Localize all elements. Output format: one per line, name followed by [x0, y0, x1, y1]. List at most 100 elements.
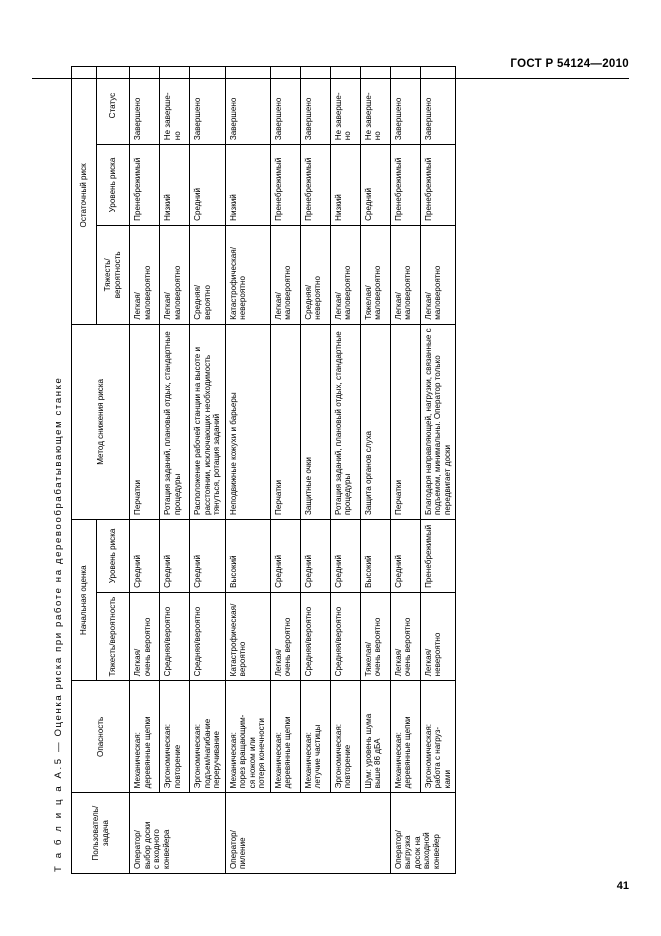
risk-assessment-table: Пользователь/ задача Опасность Начальная…: [71, 66, 456, 874]
cell-residual-severity: Катастрофическая/ невероятно: [224, 225, 270, 325]
cell-residual-level: Пренебрежимый: [389, 144, 420, 226]
cell-residual-severity: Тяжелая/ маловероятно: [359, 225, 390, 325]
cell-initial-severity: Легкая/ очень вероятно: [389, 592, 420, 681]
cell-residual-level: Низкий: [159, 144, 189, 226]
cell-initial-severity: Средняя/вероятно: [159, 592, 189, 681]
col-header-residual-level: Уровень риска: [96, 144, 129, 226]
cell-method: Перчатки: [129, 324, 159, 520]
cell-user-task: Оператор/ выбор доски с входного конвейе…: [129, 792, 225, 874]
col-header-method: Метод снижения риска: [71, 324, 129, 520]
table-row: Эргономическая: подъем/нагибание переруч…: [189, 66, 225, 874]
table-row: Эргономическая: работа с нагруз- ками Лег…: [419, 66, 456, 874]
header-divider: [32, 78, 629, 79]
group-header-row: Пользователь/ задача Опасность Начальная…: [71, 66, 129, 874]
cell-hazard: Механическая: деревянные щепки: [269, 680, 300, 793]
cell-method: Защитные очки: [299, 324, 330, 520]
cell-initial-level: Высокий: [359, 519, 390, 593]
col-header-hazard: Опасность: [71, 680, 129, 793]
cell-initial-severity: Средняя/вероятно: [189, 592, 225, 681]
col-header-initial-level: Уровень риска: [96, 519, 129, 593]
table-row: Оператор/ выгрузка досок на выходной кон…: [389, 66, 456, 874]
cell-hazard: Механическая: летучие частицы: [299, 680, 330, 793]
cell-user-task: Оператор/ пиление: [224, 792, 390, 874]
cell-status: Завершено: [129, 66, 159, 145]
cell-initial-severity: Катастрофическая/ вероятно: [224, 592, 270, 681]
cell-hazard: Эргономическая: повторение: [159, 680, 189, 793]
cell-status: Завершено: [389, 66, 420, 145]
rotated-table-region: Т а б л и ц а А.5 — Оценка риска при раб…: [53, 62, 609, 874]
table-body: Оператор/ выбор доски с входного конвейе…: [129, 66, 456, 874]
cell-hazard: Механическая: порез вращающим- ся ножом …: [224, 680, 270, 793]
cell-residual-level: Низкий: [329, 144, 360, 226]
cell-residual-level: Низкий: [224, 144, 270, 226]
cell-residual-severity: Легкая/ маловероятно: [129, 225, 159, 325]
cell-initial-level: Средний: [329, 519, 360, 593]
cell-residual-severity: Средняя/ вероятно: [189, 225, 225, 325]
cell-residual-severity: Легкая/ маловероятно: [389, 225, 420, 325]
table-row: Механическая: летучие частицы Средняя/вер…: [299, 66, 330, 874]
col-header-initial-severity: Тяжесть/вероятность: [96, 592, 129, 681]
table-caption-text: Оценка риска при работе на деревообрабат…: [52, 376, 64, 737]
col-header-user-task: Пользователь/ задача: [71, 792, 129, 874]
cell-user-task: Оператор/ выгрузка досок на выходной кон…: [389, 792, 456, 874]
cell-initial-severity: Легкая/ очень вероятно: [129, 592, 159, 681]
cell-method: Ротация заданий, плановый отдых, стандар…: [159, 324, 189, 520]
cell-initial-level: Высокий: [224, 519, 270, 593]
cell-status: Завершено: [419, 66, 456, 145]
table-head: Пользователь/ задача Опасность Начальная…: [71, 66, 129, 874]
table-row: Эргономическая: повторение Средняя/вероят…: [329, 66, 360, 874]
cell-initial-severity: Средняя/вероятно: [299, 592, 330, 681]
cell-residual-severity: Средняя/ невероятно: [299, 225, 330, 325]
cell-method: Перчатки: [389, 324, 420, 520]
cell-method: Перчатки: [269, 324, 300, 520]
table-caption-dash: —: [52, 740, 64, 752]
cell-residual-level: Пренебрежимый: [129, 144, 159, 226]
cell-method: Расположение рабочей станции на высоте и…: [189, 324, 225, 520]
cell-initial-severity: Средняя/вероятно: [329, 592, 360, 681]
cell-initial-level: Средний: [269, 519, 300, 593]
cell-residual-level: Пренебрежимый: [269, 144, 300, 226]
cell-hazard: Механическая: деревянные щепки: [389, 680, 420, 793]
cell-initial-level: Средний: [389, 519, 420, 593]
cell-residual-level: Пренебрежимый: [419, 144, 456, 226]
cell-initial-level: Средний: [189, 519, 225, 593]
cell-status: Не заверше- но: [159, 66, 189, 145]
table-row: Оператор/ выбор доски с входного конвейе…: [129, 66, 225, 874]
cell-residual-level: Средний: [189, 144, 225, 226]
table-caption-label: Т а б л и ц а А.5: [52, 756, 64, 872]
col-header-status: Статус: [96, 66, 129, 145]
cell-status: Завершено: [224, 66, 270, 145]
cell-initial-severity: Тяжелая/ очень вероятно: [359, 592, 390, 681]
table-row: Шум: уровень шума выше 86 дБА Тяжелая/ оч…: [359, 66, 390, 874]
cell-residual-level: Средний: [359, 144, 390, 226]
cell-method: Благодаря направляющей, нагрузки, связан…: [419, 324, 456, 520]
group-header-residual: Остаточный риск: [71, 66, 96, 325]
cell-hazard: Эргономическая: повторение: [329, 680, 360, 793]
cell-initial-level: Средний: [159, 519, 189, 593]
cell-status: Завершено: [189, 66, 225, 145]
cell-status: Не заверше- но: [329, 66, 360, 145]
table-row: Эргономическая: повторение Средняя/вероят…: [159, 66, 189, 874]
cell-residual-severity: Легкая/ маловероятно: [419, 225, 456, 325]
cell-method: Неподвижные кожухи и барьеры: [224, 324, 270, 520]
cell-status: Завершено: [299, 66, 330, 145]
cell-hazard: Эргономическая: работа с нагруз- ками: [419, 680, 456, 793]
group-header-initial: Начальная оценка: [71, 519, 96, 681]
col-header-residual-severity: Тяжесть/ вероятность: [96, 225, 129, 325]
cell-hazard: Механическая: деревянные щепки: [129, 680, 159, 793]
page-number: 41: [616, 880, 629, 892]
cell-residual-severity: Легкая/ маловероятно: [269, 225, 300, 325]
table-row: Оператор/ пиление Механическая: порез вра…: [224, 66, 390, 874]
cell-initial-level: Пренебрежимый: [419, 519, 456, 593]
cell-method: Защита органов слуха: [359, 324, 390, 520]
cell-residual-severity: Легкая/ маловероятно: [159, 225, 189, 325]
table-row: Механическая: деревянные щепки Легкая/ оч…: [269, 66, 300, 874]
cell-method: Ротация заданий, плановый отдых, стандар…: [329, 324, 360, 520]
cell-residual-level: Пренебрежимый: [299, 144, 330, 226]
cell-hazard: Шум: уровень шума выше 86 дБА: [359, 680, 390, 793]
cell-initial-severity: Легкая/ очень вероятно: [269, 592, 300, 681]
cell-hazard: Эргономическая: подъем/нагибание переруч…: [189, 680, 225, 793]
cell-residual-severity: Легкая/ маловероятно: [329, 225, 360, 325]
cell-initial-level: Средний: [129, 519, 159, 593]
cell-status: Завершено: [269, 66, 300, 145]
